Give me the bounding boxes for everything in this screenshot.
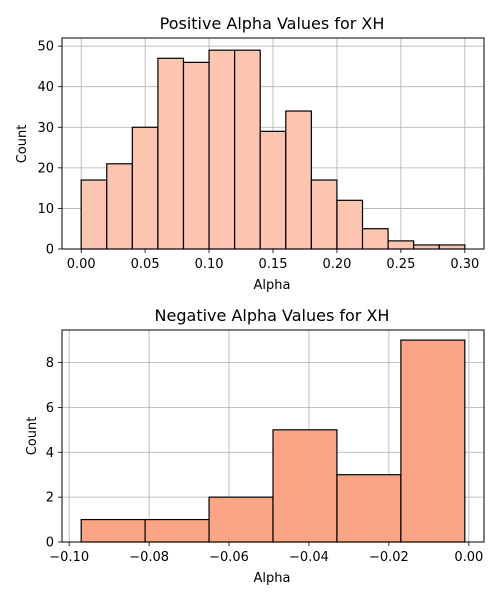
y-tick-label: 10 — [37, 202, 54, 217]
y-axis-label: Count — [15, 125, 30, 164]
y-ticks: 0 10 20 30 40 50 — [37, 40, 62, 258]
x-tick-label: 0.10 — [195, 257, 224, 272]
histogram-bar — [131, 126, 159, 250]
bars — [80, 339, 466, 543]
y-tick-label: 40 — [37, 80, 54, 95]
histogram-bar — [182, 61, 210, 250]
y-axis-label: Count — [25, 417, 40, 456]
histogram-bar — [208, 49, 236, 250]
x-axis-label: Alpha — [254, 278, 291, 293]
x-tick-label: −0.04 — [289, 550, 329, 565]
histogram-bar — [234, 49, 261, 250]
histogram-bar — [259, 130, 287, 250]
x-ticks: 0.00 0.05 0.10 0.15 0.20 0.25 0.30 — [67, 249, 479, 272]
histogram-bar — [285, 110, 312, 250]
histogram-bar — [413, 244, 440, 250]
x-tick-label: 0.25 — [386, 257, 415, 272]
histogram-bar — [157, 57, 185, 250]
y-tick-label: 0 — [46, 536, 54, 551]
x-tick-label: −0.10 — [49, 550, 89, 565]
y-tick-label: 30 — [37, 121, 54, 136]
y-tick-label: 50 — [37, 40, 54, 55]
chart-title: Negative Alpha Values for XH — [155, 306, 390, 325]
histogram-bar — [310, 179, 338, 250]
y-tick-label: 0 — [46, 243, 54, 258]
histogram-bar — [80, 179, 108, 250]
bars — [80, 49, 466, 250]
histogram-bar — [208, 496, 274, 543]
x-axis-label: Alpha — [254, 571, 291, 586]
y-tick-label: 6 — [46, 401, 54, 416]
histogram-bar — [272, 429, 338, 543]
x-tick-label: −0.02 — [369, 550, 409, 565]
plot-frame — [61, 329, 485, 543]
y-ticks: 0 2 4 6 8 — [46, 356, 62, 551]
histogram-bar — [400, 339, 466, 543]
histogram-bar — [336, 474, 402, 543]
y-tick-label: 4 — [46, 446, 54, 461]
x-tick-label: 0.00 — [67, 257, 96, 272]
histogram-bar — [438, 244, 466, 250]
x-tick-label: −0.08 — [129, 550, 169, 565]
histogram-bar — [387, 240, 415, 250]
x-tick-label: 0.30 — [450, 257, 479, 272]
positive-alpha-chart: Positive Alpha Values for XH 0.00 0.05 0.1… — [15, 14, 485, 293]
y-tick-label: 20 — [37, 161, 54, 176]
x-tick-label: 0.00 — [454, 550, 483, 565]
x-tick-label: 0.15 — [259, 257, 288, 272]
negative-alpha-chart: Negative Alpha Values for XH −0.10 −0.08−… — [25, 306, 485, 586]
x-tick-label: 0.05 — [131, 257, 160, 272]
y-tick-label: 8 — [46, 356, 54, 371]
x-tick-label: −0.06 — [209, 550, 249, 565]
x-ticks: −0.10 −0.08 −0.06 −0.04 −0.02 0.00 — [49, 542, 483, 565]
histogram-bar — [80, 518, 146, 543]
chart-title: Positive Alpha Values for XH — [160, 14, 385, 33]
histogram-bar — [144, 518, 210, 543]
y-tick-label: 2 — [46, 491, 54, 506]
histogram-bar — [336, 199, 364, 250]
histogram-bar — [106, 163, 133, 250]
x-tick-label: 0.20 — [322, 257, 351, 272]
histogram-bar — [361, 228, 389, 250]
